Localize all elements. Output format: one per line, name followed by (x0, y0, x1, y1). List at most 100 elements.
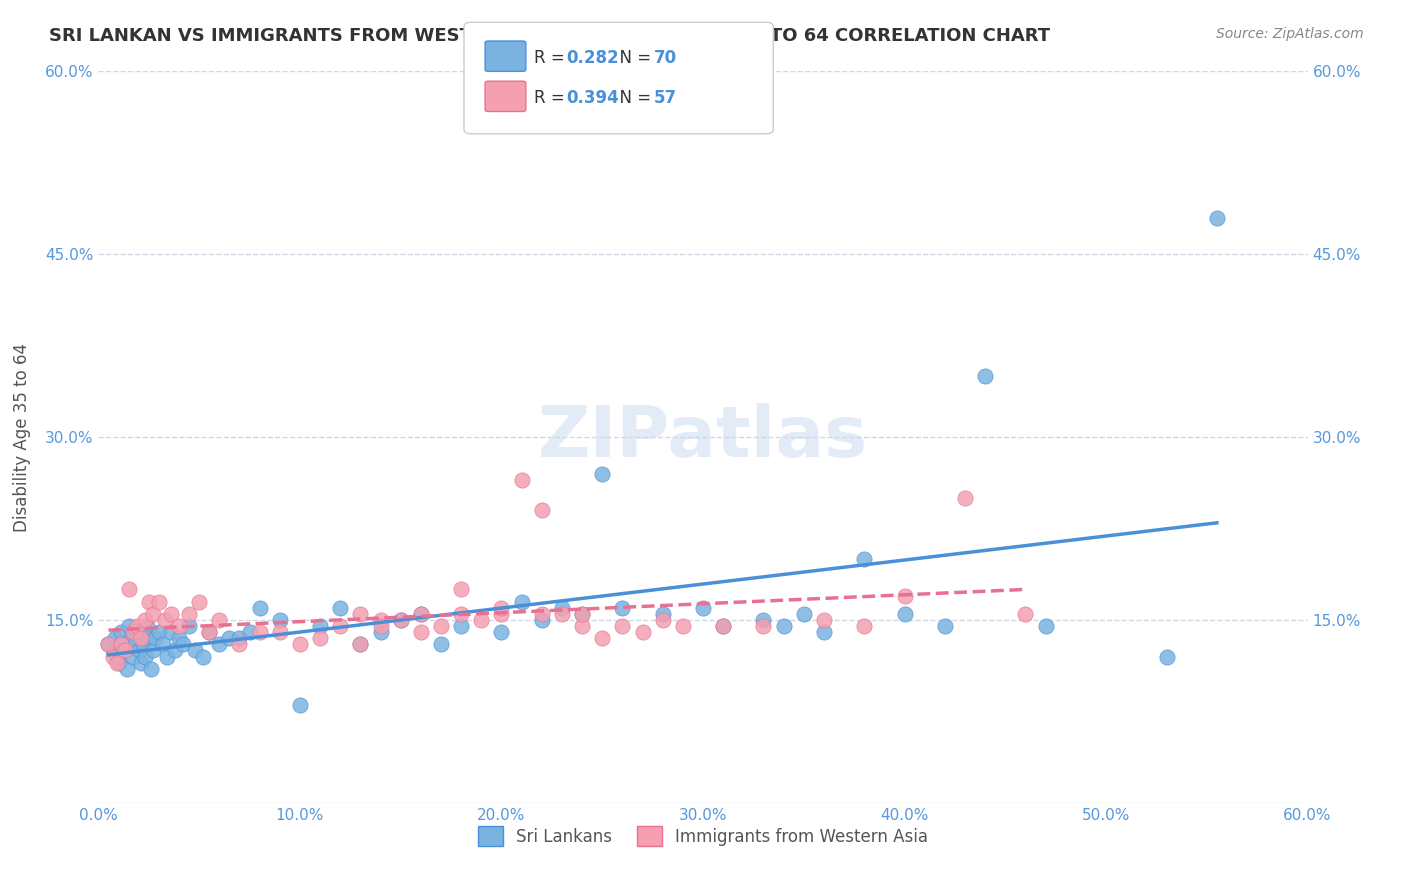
Point (138, 594, 160, 608)
Point (450, 619, 472, 633)
Point (389, 613, 412, 627)
Point (125, 625, 148, 640)
Point (612, 600, 634, 615)
Point (974, 369, 997, 384)
Point (134, 613, 156, 627)
Point (450, 607, 472, 621)
Point (571, 607, 593, 621)
Point (269, 613, 291, 627)
Point (772, 619, 794, 633)
Point (269, 625, 291, 640)
Point (188, 594, 211, 608)
Point (167, 619, 190, 633)
Point (349, 637, 371, 651)
Point (249, 600, 271, 615)
Point (124, 637, 146, 651)
Point (530, 607, 553, 621)
Text: 0.282: 0.282 (567, 49, 619, 67)
Point (105, 656, 128, 670)
Point (228, 632, 250, 646)
Point (953, 491, 976, 505)
Point (121, 625, 143, 640)
Legend: Sri Lankans, Immigrants from Western Asia: Sri Lankans, Immigrants from Western Asi… (471, 820, 935, 853)
Point (142, 643, 165, 657)
Point (184, 643, 207, 657)
Point (105, 649, 128, 664)
Point (853, 619, 876, 633)
Point (135, 619, 157, 633)
Text: 70: 70 (654, 49, 676, 67)
Point (370, 625, 392, 640)
Point (409, 607, 432, 621)
Point (115, 662, 138, 676)
Point (110, 637, 132, 651)
Point (370, 619, 392, 633)
Point (409, 625, 432, 640)
Point (409, 607, 432, 621)
Point (349, 607, 371, 621)
Point (672, 619, 695, 633)
Point (179, 619, 201, 633)
Point (208, 613, 231, 627)
Point (97, 637, 120, 651)
Point (101, 643, 124, 657)
Point (128, 643, 150, 657)
Point (651, 607, 673, 621)
Point (470, 613, 492, 627)
Point (134, 649, 156, 664)
Point (218, 632, 240, 646)
Point (430, 619, 453, 633)
Point (167, 632, 190, 646)
Point (125, 619, 148, 633)
Point (893, 607, 915, 621)
Point (491, 607, 513, 621)
Point (132, 637, 155, 651)
Point (172, 637, 194, 651)
Point (111, 637, 134, 651)
Point (120, 632, 142, 646)
Point (430, 637, 453, 651)
Point (129, 632, 152, 646)
Point (198, 625, 221, 640)
Point (752, 619, 775, 633)
Point (288, 698, 311, 713)
Point (160, 625, 183, 640)
Point (1206, 211, 1229, 225)
Point (450, 582, 472, 597)
Point (711, 619, 734, 633)
Point (97, 637, 120, 651)
Point (114, 643, 136, 657)
Point (228, 637, 250, 651)
Point (651, 613, 673, 627)
Point (148, 625, 170, 640)
Point (288, 637, 311, 651)
Point (160, 607, 183, 621)
Point (139, 662, 162, 676)
Point (156, 649, 179, 664)
Point (107, 656, 129, 670)
Point (389, 613, 412, 627)
Y-axis label: Disability Age 35 to 64: Disability Age 35 to 64 (13, 343, 31, 532)
Point (138, 632, 160, 646)
Point (142, 607, 165, 621)
Point (118, 582, 141, 597)
Point (208, 637, 231, 651)
Point (711, 619, 734, 633)
Point (110, 625, 132, 640)
Point (118, 619, 141, 633)
Point (510, 594, 533, 608)
Point (309, 619, 332, 633)
Point (934, 619, 956, 633)
Text: Source: ZipAtlas.com: Source: ZipAtlas.com (1216, 27, 1364, 41)
Point (571, 619, 593, 633)
Point (129, 656, 152, 670)
Point (1156, 649, 1178, 664)
Point (329, 619, 352, 633)
Point (551, 607, 574, 621)
Text: R =: R = (534, 49, 571, 67)
Point (148, 594, 170, 608)
Point (114, 643, 136, 657)
Point (249, 625, 271, 640)
Point (101, 649, 124, 664)
Point (530, 613, 553, 627)
